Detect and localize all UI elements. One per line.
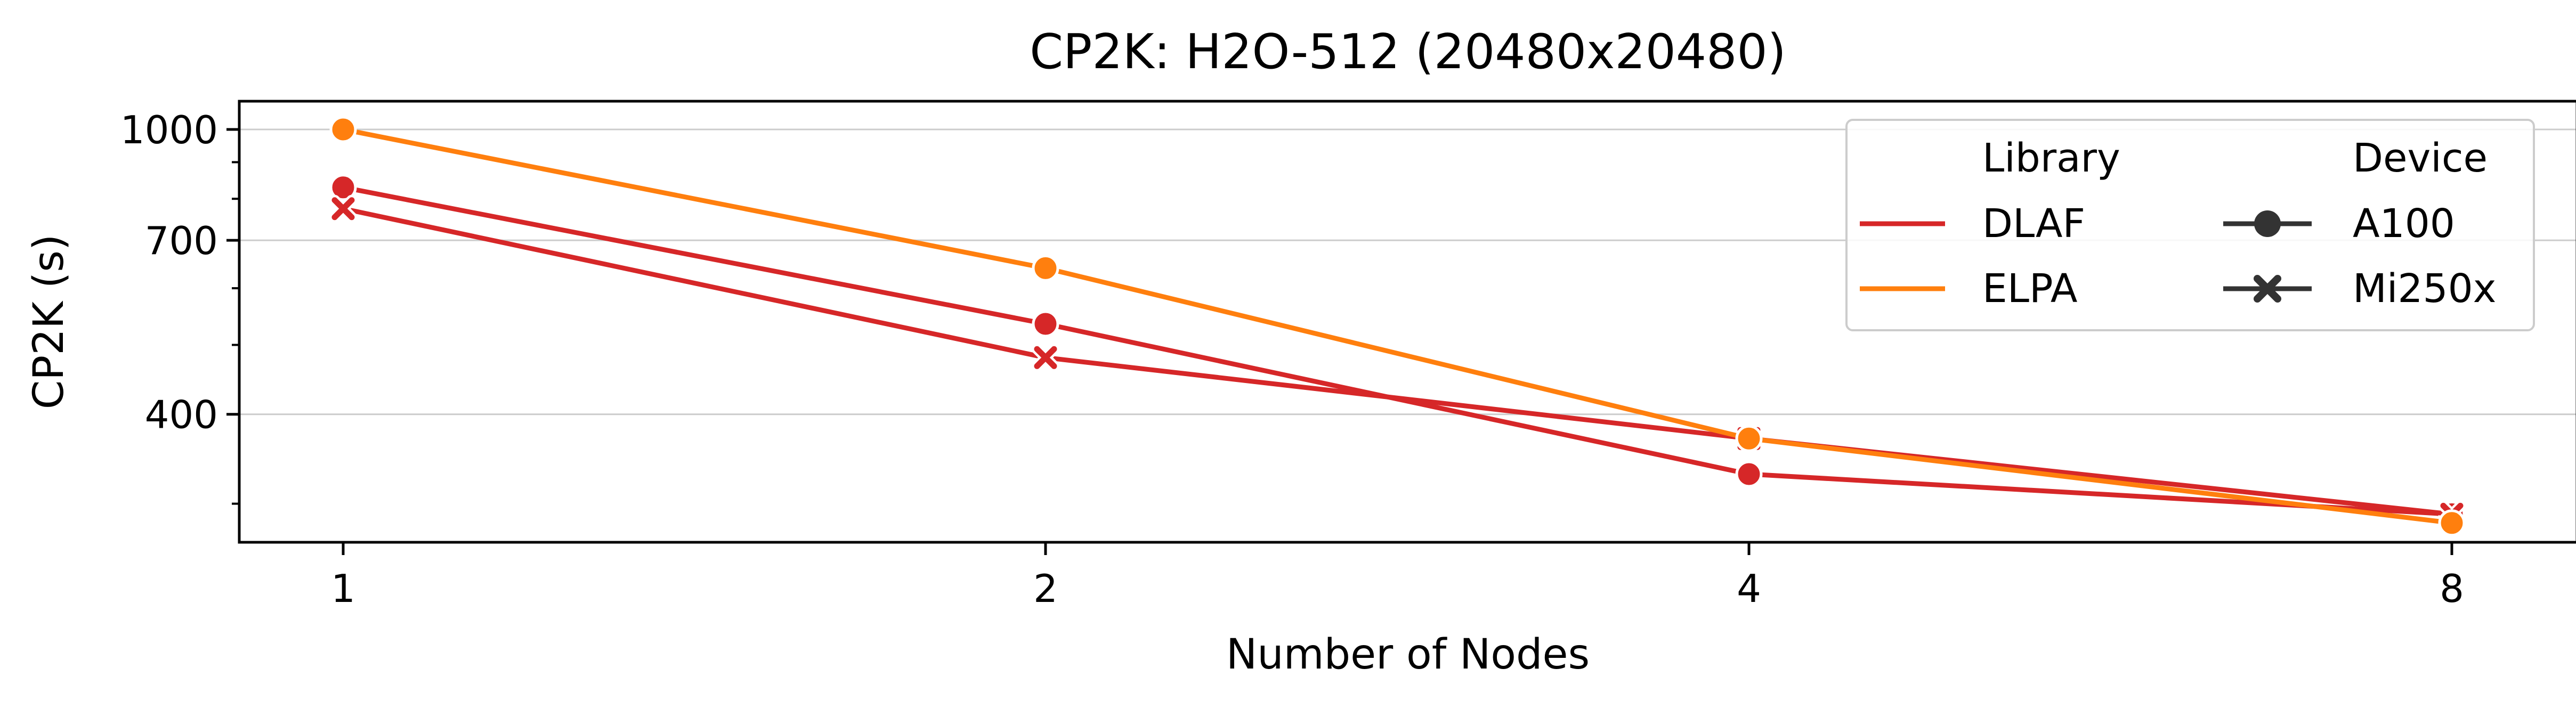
legend-marker-x: [2254, 275, 2281, 303]
series-layer: [329, 116, 2466, 537]
x-axis-label: Number of Nodes: [1226, 631, 1590, 679]
legend: Library Device DLAF ELPA A100 Mi250x: [1845, 119, 2535, 331]
marker-x-stroke: [331, 197, 355, 221]
data-point-dlaf-a100: [329, 174, 357, 201]
data-point-dlaf-a100: [1032, 310, 1059, 338]
y-tick-label: 400: [145, 393, 218, 437]
data-point-elpa-a100: [1032, 254, 1059, 282]
x-axis: 1 2 4 8: [331, 542, 2464, 611]
y-axis: 400 700 1000: [120, 108, 239, 505]
data-point-elpa-a100: [1735, 425, 1763, 452]
series-line-elpa-a100: [343, 127, 2452, 526]
marker-x-stroke: [1034, 346, 1057, 369]
series-line-dlaf-mi250x: [343, 206, 2452, 517]
data-point-dlaf-mi250x: [1032, 344, 1059, 372]
data-point-elpa-a100: [329, 116, 357, 143]
legend-label-a100: A100: [2353, 201, 2455, 247]
legend-box: [1845, 119, 2535, 331]
data-point-dlaf-a100: [1735, 460, 1763, 488]
data-point-elpa-a100: [2438, 509, 2466, 537]
legend-marker-circle: [2254, 210, 2281, 237]
legend-label-mi250x: Mi250x: [2353, 266, 2496, 312]
legend-label-dlaf: DLAF: [1982, 201, 2085, 247]
legend-label-elpa: ELPA: [1982, 266, 2078, 312]
x-tick-label: 8: [2440, 566, 2464, 611]
x-tick-label: 2: [1033, 566, 1058, 611]
plot-frame: [238, 100, 2576, 544]
x-tick-label: 1: [331, 566, 355, 611]
legend-title-library: Library: [1982, 135, 2120, 181]
x-tick-label: 4: [1737, 566, 1761, 611]
y-tick-label: 700: [145, 218, 218, 263]
chart-title: CP2K: H2O-512 (20480x20480): [1030, 24, 1786, 80]
y-axis-label: CP2K (s): [25, 234, 73, 410]
data-point-dlaf-mi250x: [329, 194, 357, 223]
y-tick-label: 1000: [120, 108, 218, 152]
legend-title-device: Device: [2353, 135, 2488, 181]
